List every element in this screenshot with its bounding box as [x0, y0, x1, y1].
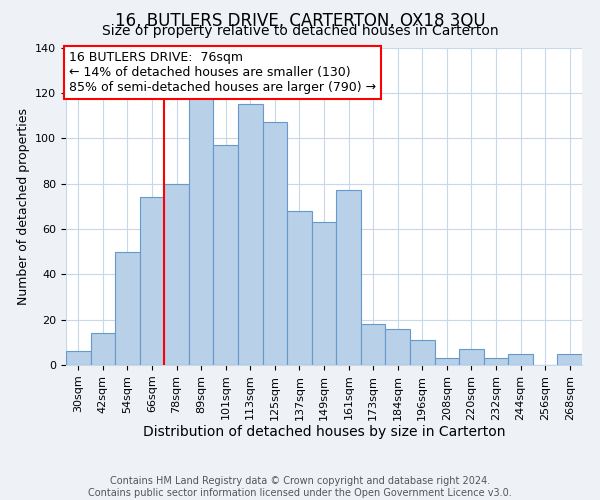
Bar — [164, 184, 189, 365]
Bar — [484, 358, 508, 365]
Bar — [238, 104, 263, 365]
Bar — [336, 190, 361, 365]
Bar — [434, 358, 459, 365]
Bar — [312, 222, 336, 365]
Bar — [66, 352, 91, 365]
Text: Contains HM Land Registry data © Crown copyright and database right 2024.
Contai: Contains HM Land Registry data © Crown c… — [88, 476, 512, 498]
Bar — [91, 333, 115, 365]
Bar — [557, 354, 582, 365]
Bar — [361, 324, 385, 365]
Bar — [189, 98, 214, 365]
X-axis label: Distribution of detached houses by size in Carterton: Distribution of detached houses by size … — [143, 426, 505, 440]
Bar — [459, 349, 484, 365]
Bar — [385, 328, 410, 365]
Bar — [508, 354, 533, 365]
Text: 16, BUTLERS DRIVE, CARTERTON, OX18 3QU: 16, BUTLERS DRIVE, CARTERTON, OX18 3QU — [115, 12, 485, 30]
Text: Size of property relative to detached houses in Carterton: Size of property relative to detached ho… — [101, 24, 499, 38]
Bar — [287, 211, 312, 365]
Y-axis label: Number of detached properties: Number of detached properties — [17, 108, 29, 304]
Bar — [214, 145, 238, 365]
Text: 16 BUTLERS DRIVE:  76sqm
← 14% of detached houses are smaller (130)
85% of semi-: 16 BUTLERS DRIVE: 76sqm ← 14% of detache… — [68, 50, 376, 94]
Bar — [263, 122, 287, 365]
Bar — [410, 340, 434, 365]
Bar — [115, 252, 140, 365]
Bar — [140, 197, 164, 365]
